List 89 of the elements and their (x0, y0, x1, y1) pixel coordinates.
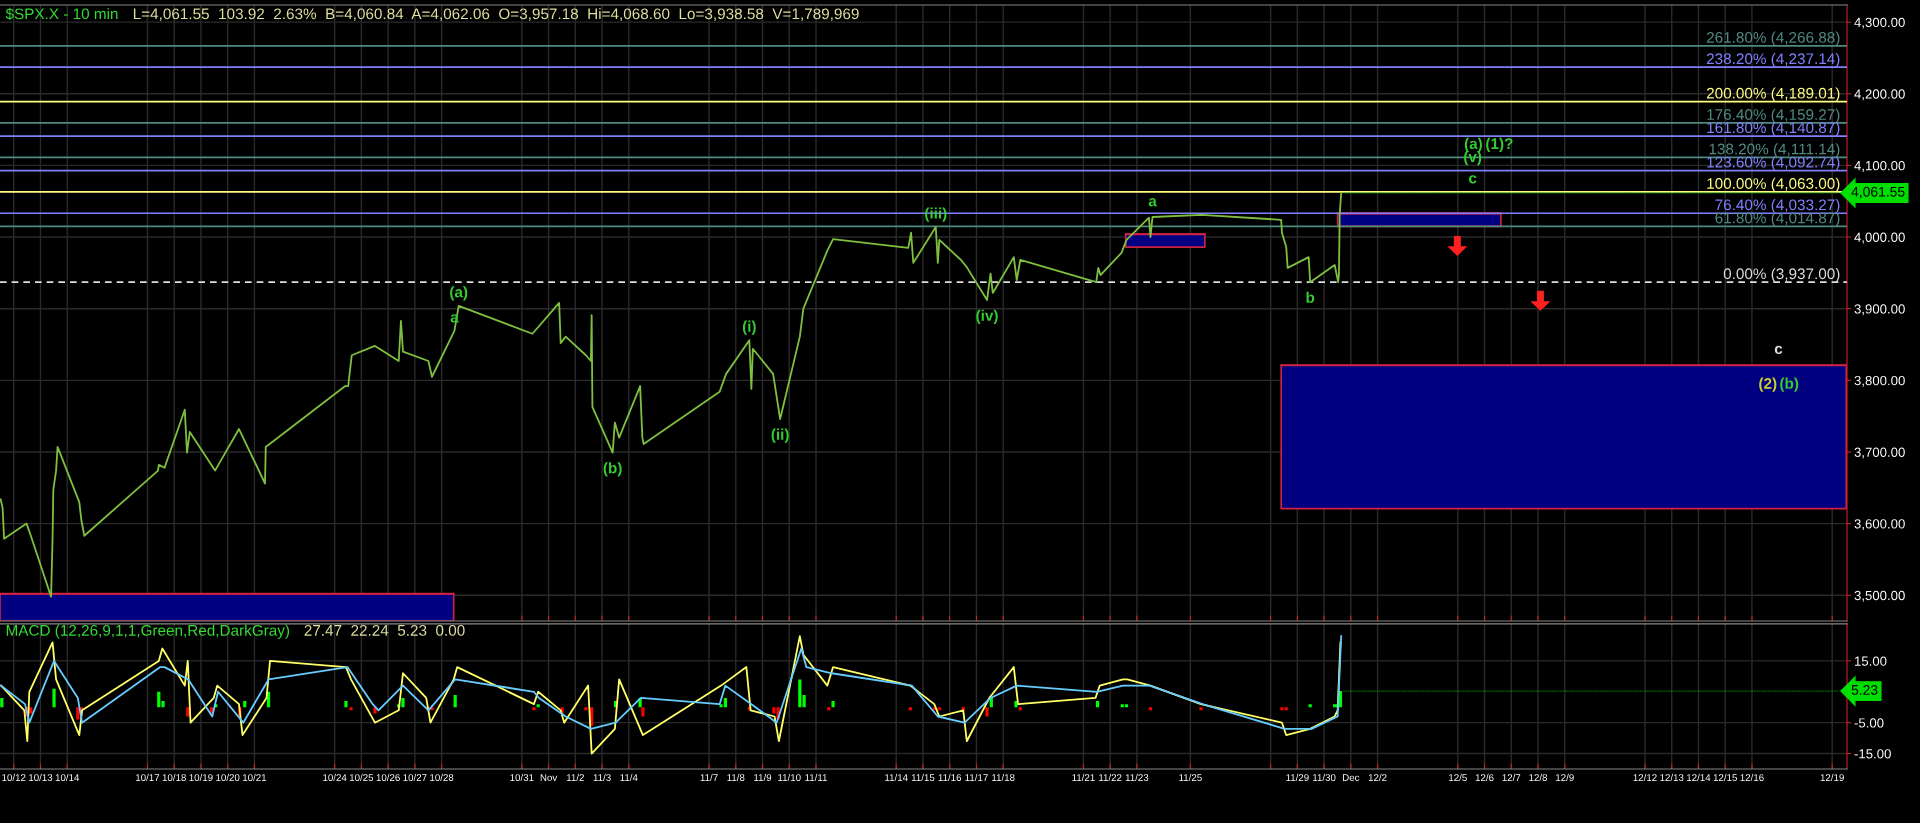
y-tick-label: -5.00 (1854, 718, 1884, 728)
annotation: (b) (603, 462, 622, 477)
ref-line-label: 123.60% (4,092.74) (1707, 156, 1840, 171)
x-tick-label: Nov (540, 774, 558, 782)
y-tick-label: -15.00 (1854, 749, 1891, 759)
x-tick-label: 11/17 (965, 773, 988, 782)
ref-line-label: 200.00% (4,189.01) (1706, 87, 1840, 102)
y-tick-label: 3,900.00 (1854, 304, 1905, 316)
x-tick-label: 11/8 (727, 773, 745, 782)
x-tick-label: 11/29 (1286, 773, 1309, 782)
ref-line-label: 61.80% (4,014.87) (1715, 212, 1840, 227)
annotation: c (1774, 345, 1783, 355)
annotation: (a) (1464, 137, 1482, 153)
x-tick-label: 10/19 (189, 773, 213, 782)
x-tick-label: Dec (1342, 774, 1360, 782)
x-tick-label: 12/6 (1475, 773, 1494, 782)
annotation: (1)? (1486, 137, 1513, 153)
x-tick-label: 11/7 (700, 773, 718, 782)
x-tick-label: 11/30 (1313, 773, 1336, 782)
y-tick-label: 4,300.00 (1854, 17, 1905, 29)
x-tick-label: 10/27 (403, 773, 427, 782)
annotation: b (1306, 291, 1315, 303)
x-tick-label: 12/5 (1449, 773, 1467, 782)
chart-title: MACD (12,26,9,1,1,Green,Red,DarkGray) (6, 624, 290, 639)
x-tick-label: 10/28 (430, 773, 454, 782)
x-tick-label: 11/15 (911, 773, 935, 782)
annotation: (b) (1780, 377, 1799, 392)
x-tick-label: 10/12 (2, 773, 26, 782)
x-tick-label: 11/18 (992, 773, 1015, 782)
x-tick-label: 12/2 (1368, 773, 1387, 782)
annotation: (iv) (976, 309, 998, 324)
x-tick-label: 12/9 (1556, 773, 1574, 782)
x-tick-label: 12/14 (1687, 773, 1711, 782)
ref-line-label: 238.20% (4,237.14) (1706, 52, 1840, 68)
x-tick-label: 12/19 (1820, 773, 1844, 782)
x-tick-label: 11/9 (754, 773, 772, 782)
annotation: 4,061.55 (1851, 186, 1905, 199)
x-tick-label: 10/13 (29, 773, 53, 782)
x-tick-label: 10/17 (136, 773, 160, 782)
y-tick-label: 3,700.00 (1854, 447, 1905, 459)
x-tick-label: 11/4 (620, 773, 638, 782)
annotation: (2) (1759, 377, 1777, 392)
x-tick-label: 10/24 (323, 773, 347, 782)
x-tick-label: 11/22 (1099, 773, 1122, 782)
x-tick-label: 12/15 (1713, 773, 1737, 782)
annotation: (a) (450, 286, 468, 301)
x-tick-label: 10/14 (55, 773, 80, 782)
x-tick-label: 12/12 (1633, 773, 1657, 782)
x-tick-label: 11/23 (1125, 773, 1149, 782)
x-tick-label: 12/7 (1502, 773, 1521, 782)
y-tick-label: 4,100.00 (1854, 160, 1905, 172)
x-tick-label: 11/2 (566, 773, 584, 782)
chart-title: $SPX.X - 10 min (5, 7, 118, 21)
y-tick-label: 15.00 (1854, 656, 1887, 666)
ref-line-label: 0.00% (3,937.00) (1723, 267, 1840, 283)
y-tick-label: 3,500.00 (1854, 590, 1905, 602)
x-tick-label: 11/11 (805, 773, 827, 782)
x-tick-label: 10/26 (376, 773, 400, 782)
x-tick-label: 12/16 (1740, 773, 1764, 782)
x-tick-label: 12/13 (1660, 773, 1684, 782)
annotation: c (1469, 175, 1477, 184)
x-tick-label: 10/31 (510, 773, 534, 782)
annotation: (ii) (771, 428, 789, 443)
y-tick-label: 4,000.00 (1854, 232, 1905, 244)
annotation: a (1148, 198, 1157, 207)
x-tick-label: 11/16 (938, 773, 962, 782)
annotation: 5.23 (1851, 684, 1878, 695)
ref-line-label: 261.80% (4,266.88) (1706, 31, 1840, 46)
x-tick-label: 11/14 (885, 773, 908, 782)
ref-line-label: 176.40% (4,159.27) (1707, 108, 1840, 123)
x-tick-label: 11/3 (593, 773, 611, 782)
x-tick-label: 10/20 (216, 773, 240, 782)
x-tick-label: 11/10 (778, 773, 801, 782)
chart-subtitle: L=4,061.55 103.92 2.63% B=4,060.84 A=4,062.06 O=3,957.18 Hi=4,068.60 Lo=3,938.58 V=1,789,969 (133, 8, 859, 22)
chart-subtitle: 27.47 22.24 5.23 0.00 (304, 624, 465, 636)
ref-line-label: 76.40% (4,033.27) (1715, 198, 1840, 214)
ref-line-label: 138.20% (4,111.14) (1709, 143, 1840, 158)
annotation: (i) (742, 320, 756, 335)
ref-line-label: 100.00% (4,063.00) (1707, 177, 1840, 192)
x-tick-label: 10/25 (349, 773, 374, 782)
ref-line-label: 161.80% (4,140.87) (1707, 121, 1840, 137)
y-tick-label: 3,600.00 (1854, 519, 1905, 531)
y-tick-label: 4,200.00 (1854, 89, 1905, 101)
x-tick-label: 10/21 (243, 773, 267, 782)
x-tick-label: 12/8 (1529, 773, 1548, 782)
x-tick-label: 11/25 (1179, 773, 1202, 782)
x-tick-label: 11/21 (1072, 773, 1095, 782)
x-tick-label: 10/18 (162, 773, 186, 782)
y-tick-label: 3,800.00 (1854, 375, 1905, 387)
